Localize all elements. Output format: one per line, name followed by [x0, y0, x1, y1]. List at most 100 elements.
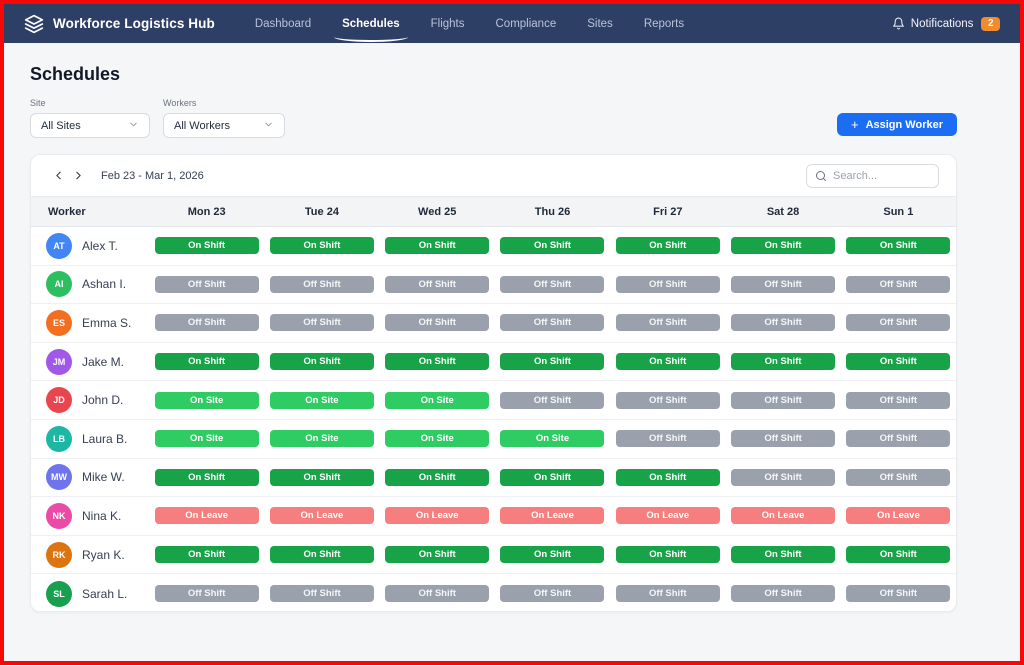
shift-status-badge[interactable]: Off Shift [846, 585, 951, 603]
shift-cell: On Shift [149, 237, 264, 255]
shift-status-badge[interactable]: On Shift [154, 237, 259, 255]
shift-status-badge[interactable]: On Leave [615, 507, 720, 525]
shift-status-badge[interactable]: On Shift [269, 546, 374, 564]
shift-status-badge[interactable]: On Shift [154, 468, 259, 486]
shift-status-badge[interactable]: Off Shift [154, 585, 259, 603]
shift-status-badge[interactable]: On Shift [615, 468, 720, 486]
shift-status-badge[interactable]: On Shift [385, 353, 490, 371]
shift-status-badge[interactable]: On Shift [269, 353, 374, 371]
shift-status-badge[interactable]: Off Shift [500, 275, 605, 293]
shift-status-badge[interactable]: On Leave [269, 507, 374, 525]
shift-status-badge[interactable]: Off Shift [385, 585, 490, 603]
shift-status-badge[interactable]: On Shift [500, 237, 605, 255]
shift-status-badge[interactable]: Off Shift [846, 468, 951, 486]
shift-status-badge[interactable]: On Shift [731, 237, 836, 255]
nav-item-reports[interactable]: Reports [643, 17, 685, 30]
shift-status-badge[interactable]: Off Shift [385, 314, 490, 332]
shift-status-badge[interactable]: Off Shift [154, 275, 259, 293]
shift-status-badge[interactable]: On Shift [500, 468, 605, 486]
shift-status-badge[interactable]: On Shift [500, 353, 605, 371]
workers-select[interactable]: All Workers [163, 113, 285, 138]
shift-status-badge[interactable]: On Shift [154, 546, 259, 564]
shift-cell: Off Shift [610, 275, 725, 293]
table-row: MW Mike W. On Shift On Shift On Shift On Shif… [31, 458, 956, 498]
shift-status-badge[interactable]: On Site [269, 430, 374, 448]
shift-status-badge[interactable]: On Shift [385, 237, 490, 255]
shift-status-badge[interactable]: On Leave [385, 507, 490, 525]
assign-worker-button[interactable]: + Assign Worker [836, 113, 957, 136]
shift-status-badge[interactable]: On Shift [385, 468, 490, 486]
main-nav: Dashboard Schedules Flights Compliance Sites… [254, 14, 685, 42]
worker-name: Emma S. [82, 315, 132, 330]
shift-status-badge[interactable]: Off Shift [731, 430, 836, 448]
shift-status-badge[interactable]: Off Shift [385, 275, 490, 293]
shift-status-badge[interactable]: On Leave [500, 507, 605, 525]
shift-cell: On Leave [264, 507, 379, 525]
shift-status-badge[interactable]: Off Shift [615, 391, 720, 409]
shift-status-badge[interactable]: Off Shift [615, 275, 720, 293]
shift-status-badge[interactable]: Off Shift [846, 275, 951, 293]
shift-status-badge[interactable]: On Leave [154, 507, 259, 525]
shift-status-badge[interactable]: On Shift [154, 353, 259, 371]
shift-status-badge[interactable]: On Shift [846, 353, 951, 371]
shift-status-badge[interactable]: Off Shift [731, 468, 836, 486]
nav-item-schedules[interactable]: Schedules [334, 14, 408, 42]
shift-status-badge[interactable]: On Shift [615, 353, 720, 371]
worker-name: John D. [82, 393, 124, 408]
shift-status-badge[interactable]: On Site [154, 391, 259, 409]
shift-cell: Off Shift [725, 275, 840, 293]
shift-status-badge[interactable]: Off Shift [615, 430, 720, 448]
shift-status-badge[interactable]: On Shift [846, 546, 951, 564]
shift-status-badge[interactable]: On Site [154, 430, 259, 448]
shift-status-badge[interactable]: Off Shift [269, 275, 374, 293]
shift-status-badge[interactable]: Off Shift [154, 314, 259, 332]
shift-status-badge[interactable]: Off Shift [500, 314, 605, 332]
shift-status-badge[interactable]: On Site [385, 391, 490, 409]
shift-status-badge[interactable]: On Shift [731, 353, 836, 371]
search-input[interactable] [833, 169, 930, 182]
notifications-button[interactable]: Notifications 2 [892, 16, 1000, 31]
shift-status-badge[interactable]: Off Shift [731, 391, 836, 409]
site-select[interactable]: All Sites [30, 113, 150, 138]
shift-status-badge[interactable]: On Site [500, 430, 605, 448]
nav-item-dashboard[interactable]: Dashboard [254, 17, 312, 30]
shift-status-badge[interactable]: Off Shift [269, 314, 374, 332]
schedule-rows: AT Alex T. On Shift On Shift On Shift On Shif… [31, 227, 956, 611]
shift-status-badge[interactable]: On Shift [615, 546, 720, 564]
shift-status-badge[interactable]: On Leave [846, 507, 951, 525]
bell-icon [892, 17, 905, 30]
shift-status-badge[interactable]: On Site [385, 430, 490, 448]
shift-status-badge[interactable]: On Site [269, 391, 374, 409]
shift-status-badge[interactable]: Off Shift [846, 391, 951, 409]
shift-cell: On Shift [380, 468, 495, 486]
shift-status-badge[interactable]: Off Shift [500, 391, 605, 409]
search-box [806, 163, 939, 188]
shift-status-badge[interactable]: Off Shift [846, 430, 951, 448]
shift-status-badge[interactable]: On Shift [269, 237, 374, 255]
shift-cell: On Site [380, 391, 495, 409]
shift-status-badge[interactable]: On Shift [269, 468, 374, 486]
nav-item-compliance[interactable]: Compliance [495, 17, 557, 30]
shift-status-badge[interactable]: Off Shift [500, 585, 605, 603]
shift-status-badge[interactable]: Off Shift [615, 314, 720, 332]
table-row: NK Nina K. On Leave On Leave On Leave On Leav… [31, 497, 956, 536]
shift-status-badge[interactable]: Off Shift [731, 585, 836, 603]
shift-status-badge[interactable]: On Shift [385, 546, 490, 564]
previous-week-button[interactable] [48, 166, 68, 186]
shift-status-badge[interactable]: Off Shift [731, 275, 836, 293]
shift-status-badge[interactable]: On Shift [500, 546, 605, 564]
shift-status-badge[interactable]: Off Shift [731, 314, 836, 332]
shift-status-badge[interactable]: Off Shift [846, 314, 951, 332]
shift-status-badge[interactable]: On Shift [615, 237, 720, 255]
avatar: NK [46, 502, 72, 529]
column-header-day: Thu 26 [534, 205, 571, 218]
shift-cell: Off Shift [610, 391, 725, 409]
nav-item-sites[interactable]: Sites [587, 17, 613, 30]
shift-status-badge[interactable]: On Leave [731, 507, 836, 525]
shift-status-badge[interactable]: Off Shift [615, 585, 720, 603]
shift-status-badge[interactable]: On Shift [846, 237, 951, 255]
nav-item-flights[interactable]: Flights [430, 17, 465, 30]
next-week-button[interactable] [68, 166, 88, 186]
shift-status-badge[interactable]: On Shift [731, 546, 836, 564]
shift-status-badge[interactable]: Off Shift [269, 585, 374, 603]
